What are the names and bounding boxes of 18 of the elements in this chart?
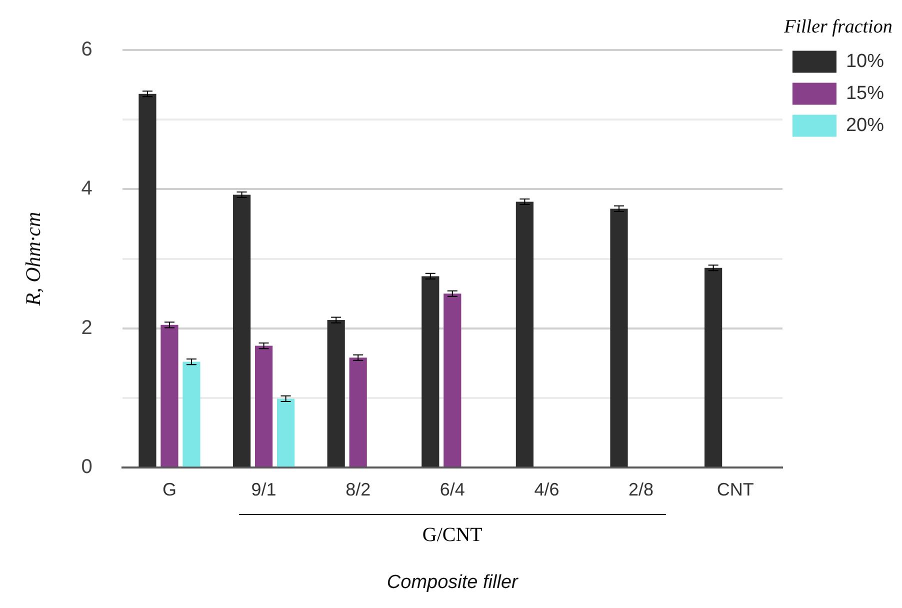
text: G/CNT <box>422 524 482 546</box>
x-tick-label: G <box>162 479 176 500</box>
legend-label: 15% <box>846 83 884 104</box>
x-tick-label: CNT <box>716 479 754 500</box>
y-tick-label: 2 <box>81 316 92 339</box>
x-tick-label: 4/6 <box>534 479 560 500</box>
x-tick-label: 6/4 <box>440 479 465 500</box>
x-tick-label: 8/2 <box>346 479 371 500</box>
y-tick-label: 6 <box>81 38 92 61</box>
y-tick-label: 0 <box>81 456 92 478</box>
legend-label: 20% <box>846 115 884 136</box>
x-axis-title: Composite filler <box>386 572 519 593</box>
y-tick-label: 4 <box>81 178 92 200</box>
y-axis-title: R, Ohm·cm <box>21 212 46 307</box>
x-tick-label: 9/1 <box>251 479 276 500</box>
legend-label: 10% <box>846 51 884 72</box>
legend-title: Filler fraction <box>783 16 892 38</box>
x-tick-label: 2/8 <box>628 479 654 500</box>
